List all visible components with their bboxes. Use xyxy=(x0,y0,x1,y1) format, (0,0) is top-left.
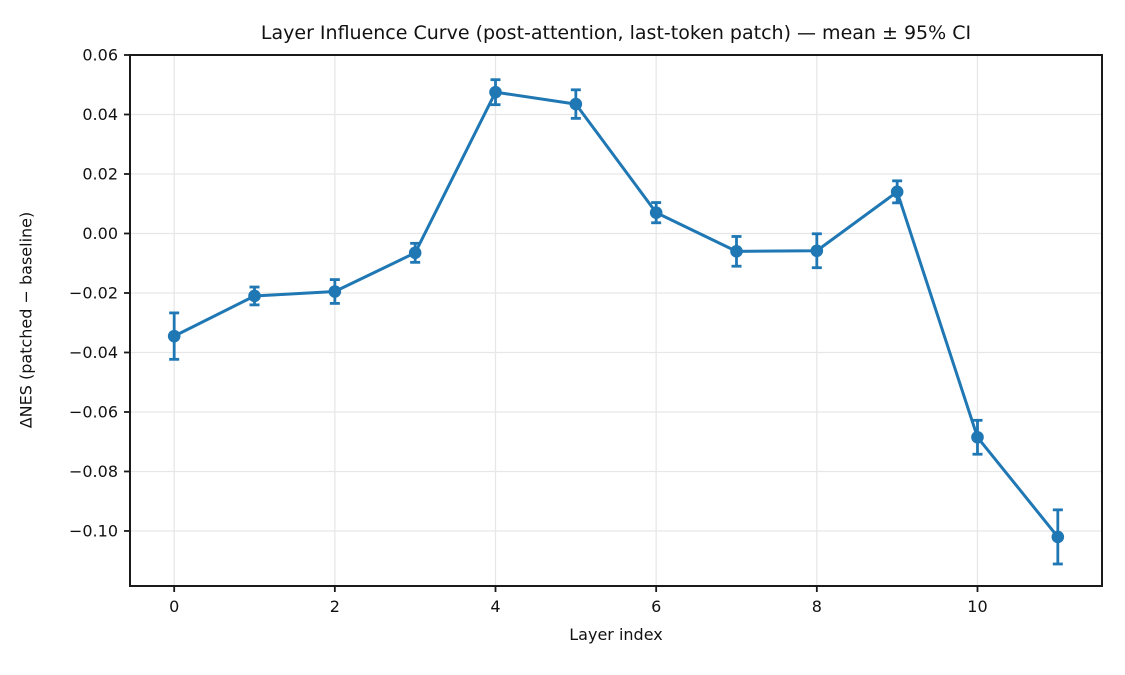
x-tick-label: 6 xyxy=(651,597,661,616)
data-point-marker xyxy=(569,97,583,111)
y-tick-label: 0.00 xyxy=(82,224,118,243)
x-tick-label: 8 xyxy=(812,597,822,616)
plot-border xyxy=(129,54,1103,587)
y-tick-label: −0.08 xyxy=(69,462,118,481)
x-tick-label: 2 xyxy=(330,597,340,616)
data-point-marker xyxy=(248,289,261,303)
data-point-marker xyxy=(1051,530,1065,544)
series-line xyxy=(172,90,1060,539)
y-tick-label: −0.10 xyxy=(69,521,118,540)
y-tick-label: 0.04 xyxy=(82,105,118,124)
data-point-marker xyxy=(167,329,181,343)
data-point-marker xyxy=(408,246,422,260)
data-point-marker xyxy=(890,185,904,199)
data-point-marker xyxy=(328,285,342,298)
x-axis-label: Layer index xyxy=(569,625,663,644)
y-tick-label: −0.04 xyxy=(69,343,118,362)
y-axis-label: ΔNES (patched − baseline) xyxy=(16,211,36,429)
data-point-marker xyxy=(730,245,743,258)
data-point-marker xyxy=(649,206,663,219)
data-point-marker xyxy=(489,85,502,99)
y-tick-label: 0.06 xyxy=(82,46,118,65)
x-tick-label: 0 xyxy=(169,597,179,616)
chart-title: Layer Influence Curve (post-attention, l… xyxy=(260,22,972,44)
x-tick-label: 4 xyxy=(490,597,500,616)
data-point-marker xyxy=(971,430,984,444)
y-tick-label: 0.02 xyxy=(82,164,118,183)
y-tick-label: −0.02 xyxy=(69,283,118,302)
x-tick-label: 10 xyxy=(967,597,987,616)
y-tick-label: −0.06 xyxy=(69,402,118,421)
data-point-marker xyxy=(810,244,824,258)
